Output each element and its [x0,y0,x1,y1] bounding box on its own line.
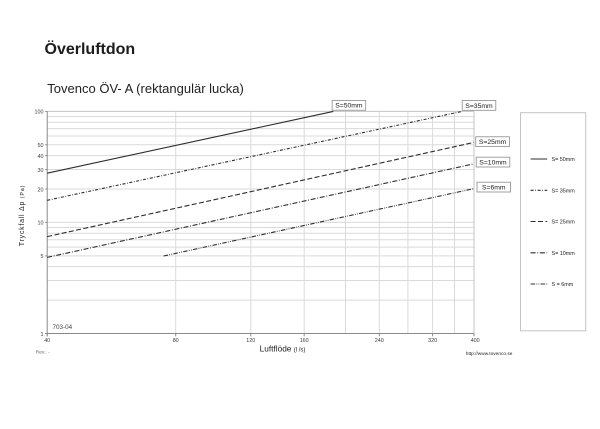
svg-text:400: 400 [471,338,480,344]
svg-text:703-04: 703-04 [53,324,73,331]
svg-text:S=25mm: S=25mm [479,139,507,146]
svg-text:40: 40 [38,154,44,160]
svg-text:80: 80 [173,338,179,344]
svg-text:S=10mm: S=10mm [479,160,507,167]
svg-text:S=6mm: S=6mm [482,185,506,192]
svg-text:http://www.tovenco.se: http://www.tovenco.se [466,351,513,357]
svg-text:40: 40 [44,338,50,344]
svg-text:S= 10mm: S= 10mm [552,251,576,257]
svg-text:Rev.: -: Rev.: - [36,349,50,355]
svg-text:Tryckfall Δp (Pa): Tryckfall Δp (Pa) [19,185,26,246]
svg-text:S=50mm: S=50mm [335,103,363,110]
svg-text:Luftflöde (l /s): Luftflöde (l /s) [260,344,306,354]
svg-text:S = 6mm: S = 6mm [552,282,574,288]
svg-text:50: 50 [38,143,44,149]
svg-text:240: 240 [375,338,384,344]
svg-text:160: 160 [300,338,309,344]
svg-text:320: 320 [428,338,437,344]
svg-text:100: 100 [35,110,44,116]
svg-text:S= 50mm: S= 50mm [552,157,576,163]
svg-text:10: 10 [38,221,44,227]
svg-text:S=35mm: S=35mm [465,103,493,110]
svg-text:1: 1 [41,332,44,338]
svg-text:S= 25mm: S= 25mm [552,220,576,226]
svg-text:20: 20 [38,187,44,193]
svg-text:S= 35mm: S= 35mm [552,188,576,194]
svg-text:30: 30 [38,168,44,174]
svg-text:5: 5 [41,254,44,260]
svg-text:120: 120 [246,338,255,344]
